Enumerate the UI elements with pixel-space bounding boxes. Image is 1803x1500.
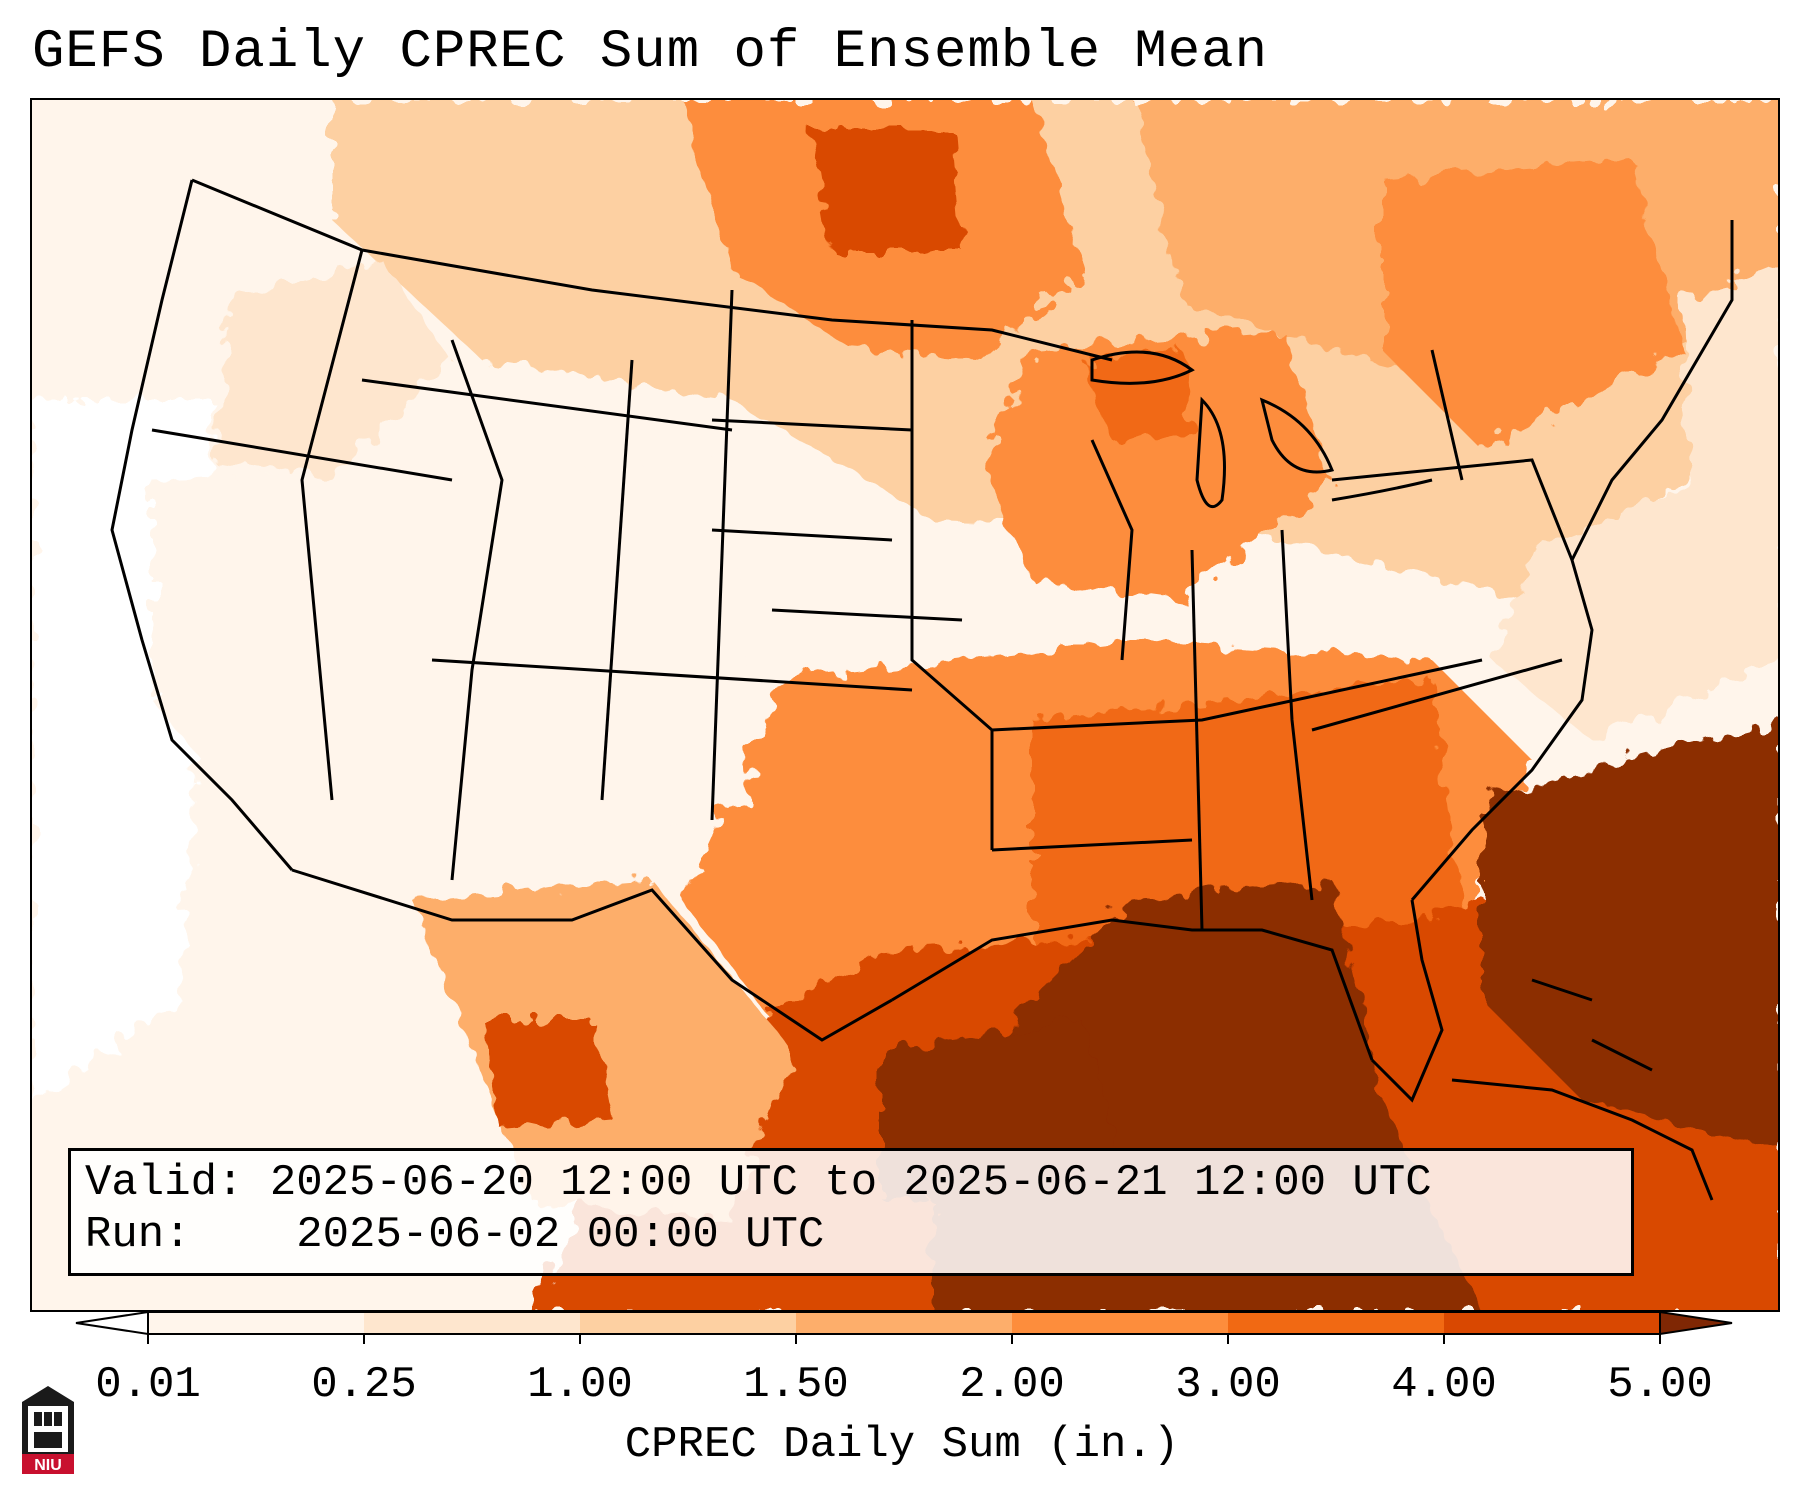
colorbar-tick-label: 0.01: [95, 1360, 201, 1410]
colorbar-segment: [1228, 1312, 1445, 1334]
colorbar: [75, 1310, 1733, 1344]
colorbar-segment: [580, 1312, 797, 1334]
run-label: Run:: [85, 1210, 191, 1260]
colorbar-label: CPREC Daily Sum (in.): [624, 1420, 1180, 1470]
colorbar-tick-label: 3.00: [1175, 1360, 1281, 1410]
great-lakes: [1090, 350, 1433, 509]
colorbar-tick-label: 5.00: [1607, 1360, 1713, 1410]
colorbar-tick-label: 1.50: [743, 1360, 849, 1410]
valid-value: 2025-06-20 12:00 UTC to 2025-06-21 12:00…: [269, 1158, 1432, 1208]
colorbar-segment: [1012, 1312, 1229, 1334]
caribbean-coast: [1451, 978, 1714, 1201]
niu-logo-text: NIU: [34, 1457, 62, 1474]
valid-label: Valid:: [85, 1158, 244, 1208]
colorbar-tick-label: 4.00: [1391, 1360, 1497, 1410]
state-boundaries: [110, 178, 1734, 1103]
run-value: 2025-06-02 00:00 UTC: [296, 1210, 825, 1260]
colorbar-segment: [1444, 1312, 1661, 1334]
valid-run-info-box: Valid: 2025-06-20 12:00 UTC to 2025-06-2…: [68, 1148, 1634, 1276]
niu-logo-icon: NIU: [22, 1386, 74, 1474]
map-panel: [30, 98, 1780, 1312]
colorbar-segment: [148, 1312, 365, 1334]
colorbar-tick-label: 0.25: [311, 1360, 417, 1410]
colorbar-segment: [364, 1312, 581, 1334]
colorbar-tick-label: 2.00: [959, 1360, 1065, 1410]
colorbar-segment: [796, 1312, 1013, 1334]
colorbar-over-triangle: [1659, 1310, 1733, 1336]
colorbar-under-triangle: [75, 1310, 149, 1336]
precip-map: [32, 100, 1778, 1310]
colorbar-tick-label: 1.00: [527, 1360, 633, 1410]
colorbar-outline: [147, 1311, 1661, 1335]
map-title: GEFS Daily CPREC Sum of Ensemble Mean: [32, 22, 1268, 83]
